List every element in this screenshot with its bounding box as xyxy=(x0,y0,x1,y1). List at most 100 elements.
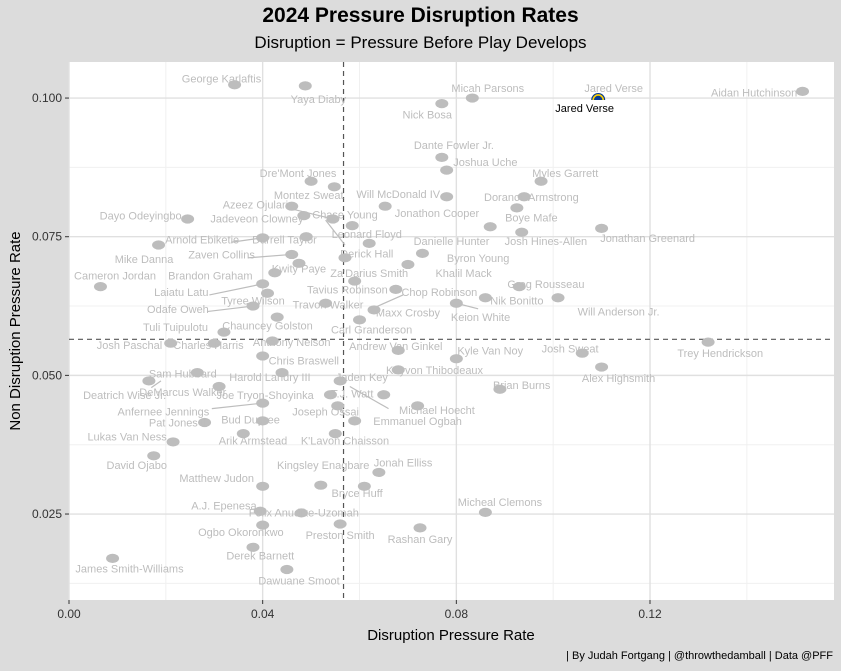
point-label: Tavius Robinson xyxy=(307,284,388,296)
plot-panel xyxy=(69,62,834,600)
leader-line xyxy=(248,253,292,259)
point-label: Dawuane Smoot xyxy=(258,576,339,588)
point-label: Derick Hall xyxy=(340,248,393,260)
point-label: A.J. Epenesa xyxy=(191,501,257,513)
data-point xyxy=(478,293,492,303)
data-point xyxy=(534,176,548,186)
point-label: Bud Dupree xyxy=(221,415,280,427)
point-label: Bryce Huff xyxy=(332,488,384,500)
data-point xyxy=(465,93,479,103)
data-point xyxy=(435,98,449,109)
leader-line xyxy=(349,385,389,410)
data-point xyxy=(551,293,565,303)
y-tick-label: 0.025 xyxy=(32,507,62,521)
point-label: Leonard Floyd xyxy=(332,229,402,241)
data-point xyxy=(353,315,367,325)
leader-line xyxy=(209,283,263,296)
point-label: Arik Armstead xyxy=(219,435,287,447)
point-label: Joe Tryon-Shoyinka xyxy=(216,390,314,402)
point-label: Chase Young xyxy=(312,210,377,222)
point-label: Rashan Gary xyxy=(388,534,453,546)
point-label: Chop Robinson xyxy=(401,287,477,299)
point-label: Jonah Elliss xyxy=(374,457,433,469)
point-label: Harold Landry III xyxy=(229,372,310,384)
data-point xyxy=(483,222,497,232)
data-point xyxy=(595,223,609,233)
data-points xyxy=(93,80,810,575)
data-point xyxy=(415,248,429,258)
point-label: Za'Darius Smith xyxy=(330,268,408,280)
data-point xyxy=(493,384,507,394)
data-point xyxy=(93,282,107,292)
point-label: Myles Garrett xyxy=(532,168,598,180)
point-label: Emmanuel Ogbah xyxy=(373,416,462,428)
point-label: Byron Young xyxy=(447,253,509,265)
leader-line xyxy=(206,305,254,313)
data-point xyxy=(275,367,289,378)
point-label: Greg Rousseau xyxy=(507,279,584,291)
highlight-logo-arc xyxy=(592,94,605,101)
data-point xyxy=(261,288,275,298)
point-label: David Ojabo xyxy=(107,460,168,472)
point-label: Charles Harris xyxy=(173,340,244,352)
data-point xyxy=(327,182,341,192)
data-point xyxy=(256,233,270,243)
point-label: Montez Sweat xyxy=(274,190,344,202)
data-point xyxy=(440,192,454,202)
point-label: DeMarcus Walker xyxy=(139,387,226,399)
point-label: Deatrich Wise Jr. xyxy=(83,390,166,402)
data-point xyxy=(348,416,362,426)
data-point xyxy=(106,553,120,564)
point-label: Jadeveon Clowney xyxy=(210,213,303,225)
point-label: Dayo Odeyingbo xyxy=(100,211,182,223)
label-leaders xyxy=(150,208,479,415)
data-point xyxy=(265,336,279,346)
point-label: Jonathan Greenard xyxy=(600,233,695,245)
point-label: Preston Smith xyxy=(306,530,375,542)
data-point xyxy=(378,201,392,211)
data-point xyxy=(575,348,589,358)
point-label: Azeez Ojulari xyxy=(223,200,288,212)
data-point xyxy=(207,338,221,348)
data-point xyxy=(333,519,347,529)
data-point xyxy=(345,221,359,231)
data-point xyxy=(268,268,282,278)
data-point xyxy=(333,376,347,386)
point-highlight xyxy=(591,92,606,101)
data-point xyxy=(411,401,425,411)
data-point xyxy=(510,203,524,213)
data-point xyxy=(319,298,333,308)
point-label: Jared Verse xyxy=(584,83,643,95)
data-point xyxy=(413,523,427,533)
data-point xyxy=(253,506,267,516)
point-label: Chauncey Golston xyxy=(222,320,313,332)
point-label: Ogbo Okoronkwo xyxy=(198,527,284,539)
point-label: Jaden Key xyxy=(336,372,388,384)
data-point xyxy=(285,201,299,211)
data-point xyxy=(256,520,270,530)
point-label: Tuli Tuipulotu xyxy=(143,322,208,334)
data-point xyxy=(181,214,195,224)
data-point xyxy=(147,451,161,461)
point-labels: George Karlaftis Yaya Diaby Micah Parsons N… xyxy=(74,74,797,588)
data-point xyxy=(166,437,180,447)
data-point xyxy=(292,258,306,268)
point-label: Kingsley Enagbare xyxy=(277,460,369,472)
leader-line xyxy=(325,219,346,246)
data-point xyxy=(217,327,231,337)
data-point xyxy=(331,401,345,411)
data-point xyxy=(236,429,250,439)
data-point xyxy=(701,337,715,347)
point-label: Arnold Ebiketie xyxy=(165,234,239,246)
point-label: Andrew Van Ginkel xyxy=(349,341,442,353)
data-point xyxy=(298,81,312,91)
data-point xyxy=(401,259,415,270)
data-point xyxy=(512,282,526,292)
point-label: Cameron Jordan xyxy=(74,271,156,283)
data-point xyxy=(517,192,531,202)
point-label: Dorance Armstrong xyxy=(484,192,579,204)
data-point xyxy=(323,390,337,400)
data-point xyxy=(285,249,299,260)
data-point xyxy=(377,390,391,400)
data-point xyxy=(326,214,340,224)
